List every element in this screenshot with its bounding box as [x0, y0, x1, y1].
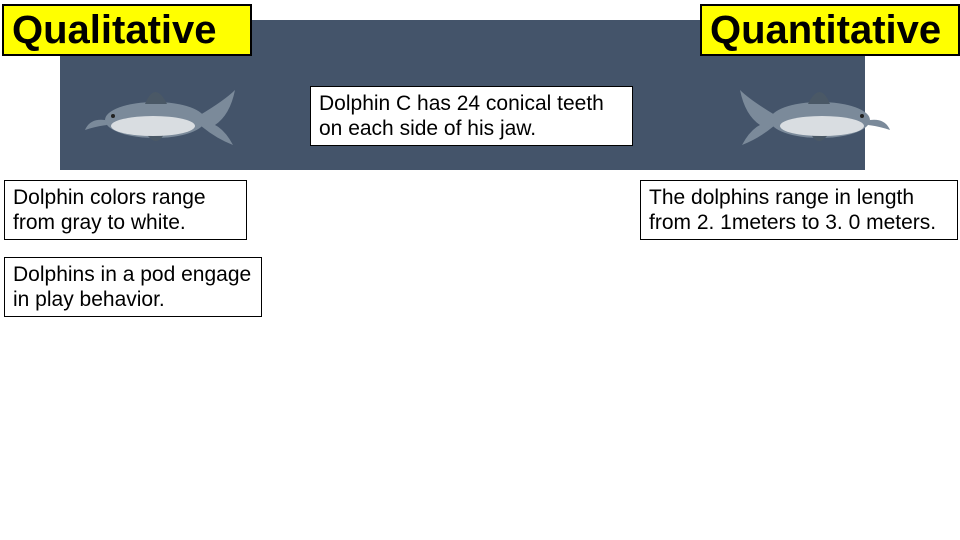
fact-left-1: Dolphin colors range from gray to white. [4, 180, 247, 240]
header-quantitative: Quantitative [700, 4, 960, 56]
dolphin-left-icon [85, 70, 235, 160]
fact-left-2: Dolphins in a pod engage in play behavio… [4, 257, 262, 317]
fact-center: Dolphin C has 24 conical teeth on each s… [310, 86, 633, 146]
dolphin-right-icon [740, 70, 890, 160]
fact-right-1: The dolphins range in length from 2. 1me… [640, 180, 958, 240]
header-qualitative: Qualitative [2, 4, 252, 56]
